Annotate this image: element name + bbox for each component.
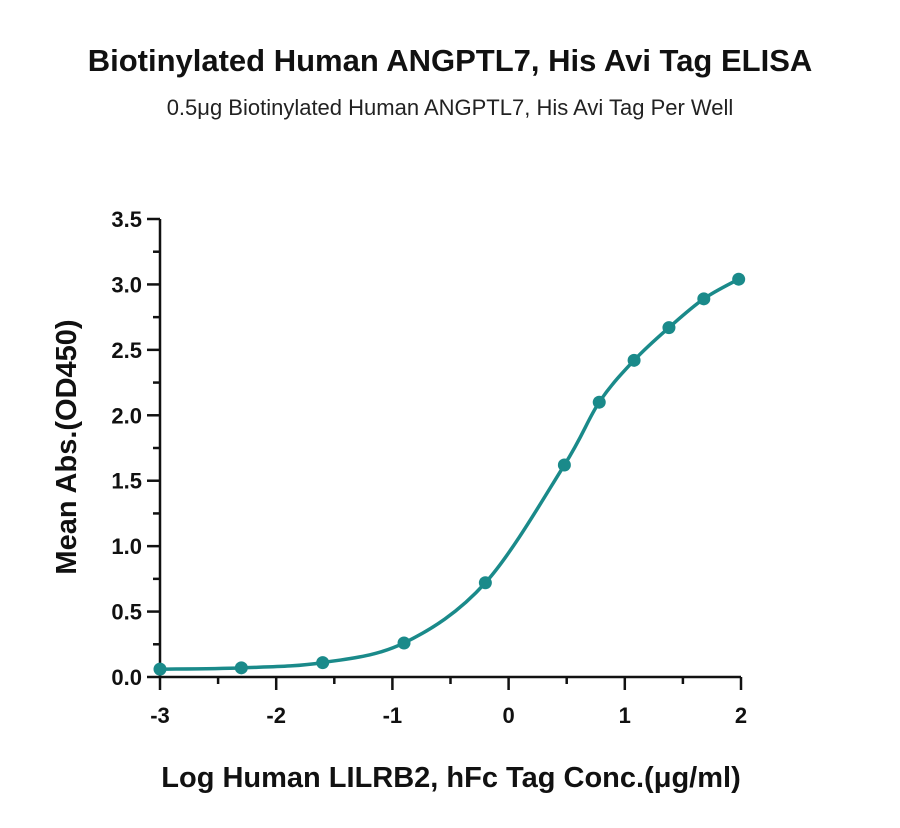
data-point (478, 576, 492, 590)
x-tick-label: 1 (619, 703, 631, 728)
y-axis-label: Mean Abs.(OD450) (51, 319, 83, 574)
y-tick-label: 2.5 (111, 338, 142, 363)
data-point (732, 272, 746, 286)
fit-curve (158, 277, 741, 671)
chart-title: Biotinylated Human ANGPTL7, His Avi Tag … (88, 43, 813, 78)
y-tick-label: 3.5 (111, 207, 142, 232)
x-tick-label: 2 (735, 703, 747, 728)
fit-curve-layer (158, 277, 741, 671)
data-point (627, 353, 641, 367)
x-tick-label: -1 (383, 703, 403, 728)
y-tick-label: 2.0 (111, 403, 142, 428)
data-point (592, 395, 606, 409)
data-point (662, 321, 676, 335)
data-point (397, 636, 411, 650)
data-point (557, 458, 571, 472)
y-tick-label: 3.0 (111, 272, 142, 297)
axes: 0.0 0.5 1.0 1.5 2.0 2.5 3.0 3.5 -3 -2 -1 0 1 2 (111, 207, 747, 728)
data-point (153, 662, 167, 676)
x-tick-label: 0 (502, 703, 514, 728)
x-axis-label: Log Human LILRB2, hFc Tag Conc.(μg/ml) (161, 762, 740, 794)
data-point (697, 292, 711, 306)
chart-subtitle: 0.5μg Biotinylated Human ANGPTL7, His Av… (167, 95, 734, 120)
data-points-layer (153, 272, 746, 676)
data-point (316, 656, 330, 670)
y-tick-label: 0.0 (111, 665, 142, 690)
y-tick-label: 1.0 (111, 534, 142, 559)
y-tick-label: 0.5 (111, 600, 142, 625)
x-tick-label: -3 (150, 703, 170, 728)
data-point (234, 661, 248, 675)
y-tick-label: 1.5 (111, 469, 142, 494)
x-tick-label: -2 (266, 703, 286, 728)
